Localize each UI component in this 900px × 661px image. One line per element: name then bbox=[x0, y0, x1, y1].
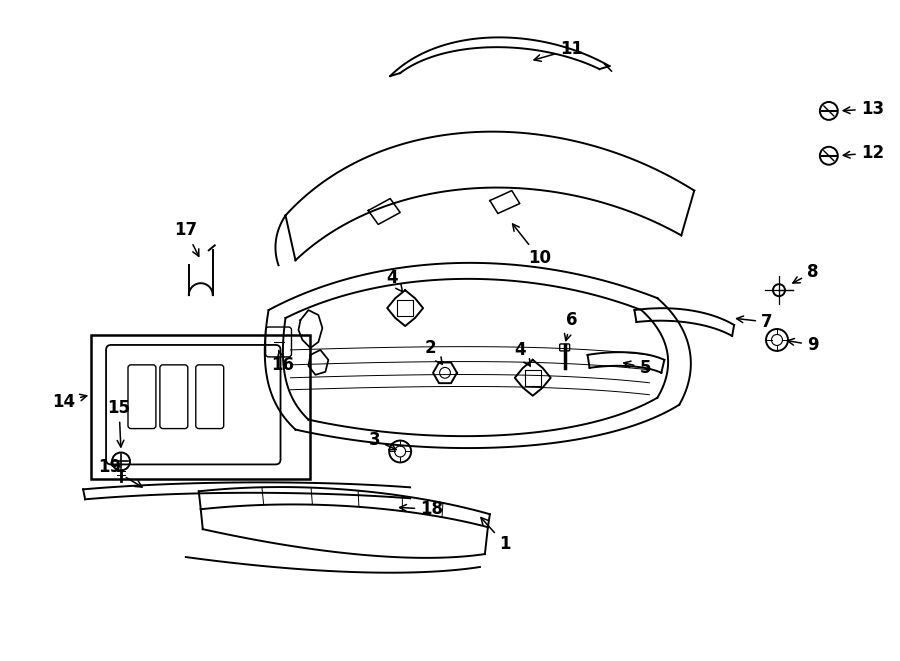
Text: 8: 8 bbox=[793, 263, 818, 283]
Text: 18: 18 bbox=[400, 500, 443, 518]
Text: 4: 4 bbox=[386, 269, 402, 292]
Text: 10: 10 bbox=[513, 224, 551, 267]
Text: 5: 5 bbox=[624, 359, 651, 377]
Text: 4: 4 bbox=[514, 341, 530, 366]
Text: 1: 1 bbox=[481, 518, 510, 553]
Text: 9: 9 bbox=[788, 336, 818, 354]
Text: 3: 3 bbox=[369, 430, 396, 450]
Text: 13: 13 bbox=[843, 100, 884, 118]
Text: 12: 12 bbox=[843, 143, 884, 162]
Text: 17: 17 bbox=[175, 221, 199, 256]
Text: 19: 19 bbox=[98, 459, 142, 487]
Text: 14: 14 bbox=[52, 393, 86, 410]
Text: 15: 15 bbox=[107, 399, 130, 447]
Text: 16: 16 bbox=[271, 350, 294, 374]
Text: 7: 7 bbox=[736, 313, 773, 331]
Bar bbox=[91, 335, 310, 479]
Text: 2: 2 bbox=[424, 339, 442, 364]
Text: 11: 11 bbox=[534, 40, 583, 61]
Text: 6: 6 bbox=[564, 311, 578, 340]
